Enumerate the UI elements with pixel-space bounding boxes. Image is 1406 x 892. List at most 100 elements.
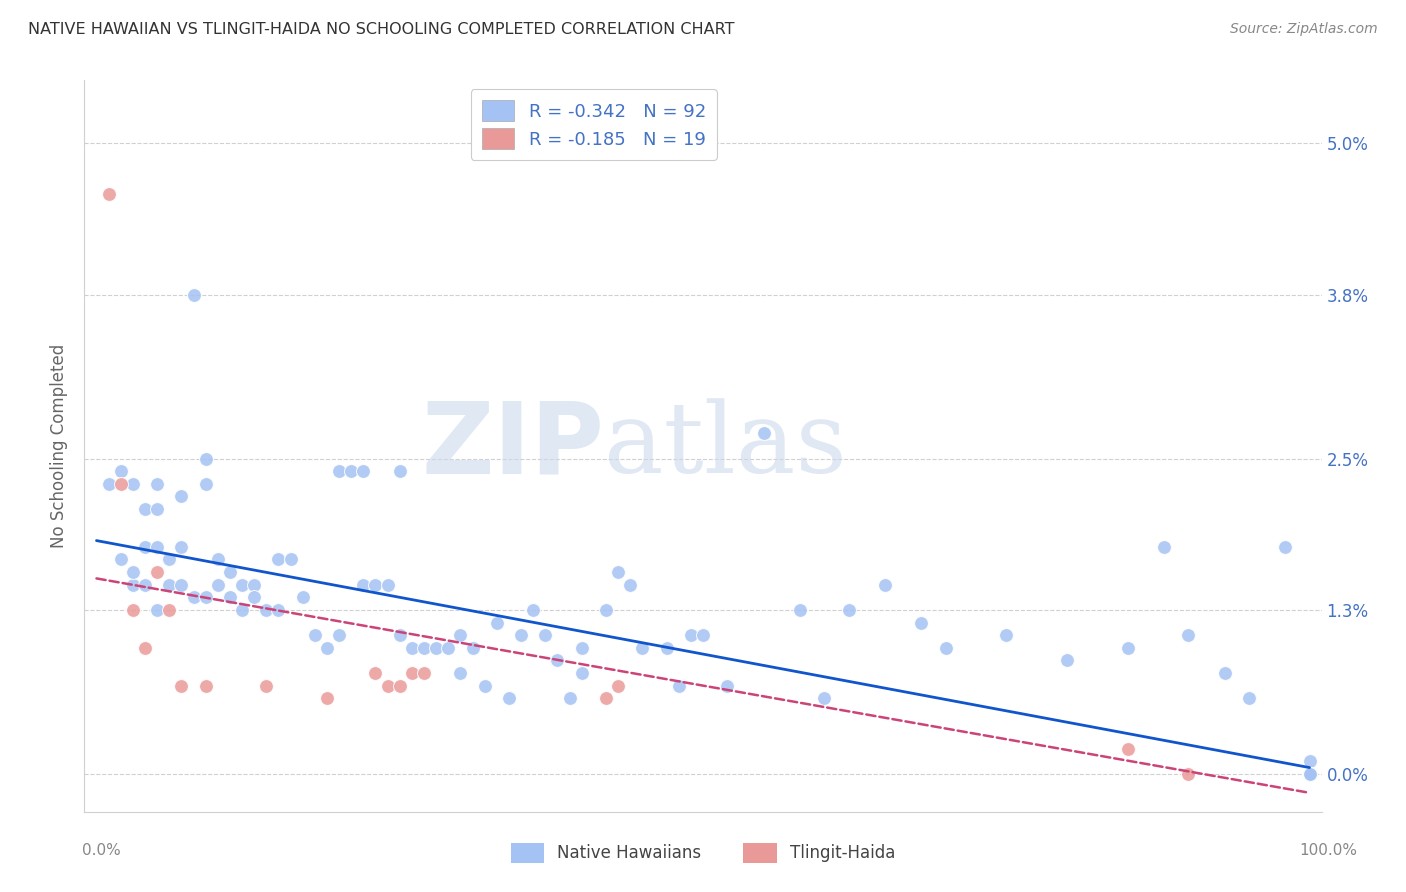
Point (122, 578, 145, 592)
Point (679, 628, 702, 642)
Point (340, 464, 363, 478)
Point (194, 476, 217, 491)
Point (437, 640, 460, 655)
Point (157, 603, 180, 617)
Point (280, 552, 302, 566)
Point (194, 679, 217, 693)
Point (413, 665, 436, 680)
Point (207, 578, 229, 592)
Point (449, 628, 471, 642)
Point (838, 603, 860, 617)
Point (498, 691, 520, 706)
Point (146, 540, 169, 554)
Point (401, 665, 423, 680)
Text: 0.0%: 0.0% (82, 843, 121, 858)
Point (207, 552, 229, 566)
Point (655, 640, 678, 655)
Point (231, 603, 253, 617)
Point (1116, 741, 1139, 756)
Point (146, 476, 169, 491)
Point (1056, 653, 1078, 667)
Point (364, 665, 387, 680)
Point (546, 653, 568, 667)
Point (595, 603, 617, 617)
Point (291, 591, 314, 605)
Point (1298, 767, 1320, 781)
Point (364, 578, 387, 592)
Text: NATIVE HAWAIIAN VS TLINGIT-HAIDA NO SCHOOLING COMPLETED CORRELATION CHART: NATIVE HAWAIIAN VS TLINGIT-HAIDA NO SCHO… (28, 22, 734, 37)
Point (485, 615, 508, 630)
Point (170, 540, 193, 554)
Point (510, 628, 533, 642)
Point (789, 603, 811, 617)
Point (183, 287, 205, 301)
Point (110, 476, 132, 491)
Point (631, 640, 654, 655)
Text: Source: ZipAtlas.com: Source: ZipAtlas.com (1230, 22, 1378, 37)
Point (668, 679, 690, 693)
Point (97, 476, 120, 491)
Text: ZIP: ZIP (422, 398, 605, 494)
Point (122, 603, 145, 617)
Point (619, 578, 641, 592)
Point (134, 540, 156, 554)
Point (595, 691, 617, 706)
Point (910, 615, 932, 630)
Point (401, 640, 423, 655)
Point (97, 186, 120, 201)
Point (388, 679, 411, 693)
Point (267, 552, 290, 566)
Y-axis label: No Schooling Completed: No Schooling Completed (51, 344, 69, 548)
Point (157, 578, 180, 592)
Point (1298, 754, 1320, 768)
Point (461, 640, 484, 655)
Point (183, 591, 205, 605)
Point (146, 565, 169, 579)
Point (157, 552, 180, 566)
Point (134, 502, 156, 516)
Point (1298, 767, 1320, 781)
Point (474, 679, 496, 693)
Point (254, 603, 277, 617)
Point (243, 591, 266, 605)
Point (134, 640, 156, 655)
Point (1177, 767, 1199, 781)
Point (449, 665, 471, 680)
Point (558, 691, 581, 706)
Point (110, 464, 132, 478)
Point (388, 464, 411, 478)
Point (194, 591, 217, 605)
Point (377, 578, 399, 592)
Point (534, 628, 557, 642)
Point (110, 552, 132, 566)
Point (935, 640, 957, 655)
Point (352, 578, 374, 592)
Point (243, 578, 266, 592)
Point (413, 640, 436, 655)
Point (328, 628, 350, 642)
Point (194, 451, 217, 466)
Point (571, 665, 593, 680)
Point (134, 578, 156, 592)
Point (377, 679, 399, 693)
Point (219, 565, 242, 579)
Text: 100.0%: 100.0% (1299, 843, 1358, 858)
Point (1177, 628, 1199, 642)
Point (607, 565, 630, 579)
Point (607, 679, 630, 693)
Point (1298, 767, 1320, 781)
Point (752, 426, 775, 441)
Point (1237, 691, 1260, 706)
Point (1274, 540, 1296, 554)
Text: atlas: atlas (605, 398, 846, 494)
Point (1153, 540, 1175, 554)
Point (170, 578, 193, 592)
Point (304, 628, 326, 642)
Point (146, 603, 169, 617)
Point (122, 565, 145, 579)
Point (571, 640, 593, 655)
Point (716, 679, 738, 693)
Point (219, 591, 242, 605)
Point (316, 691, 339, 706)
Point (995, 628, 1018, 642)
